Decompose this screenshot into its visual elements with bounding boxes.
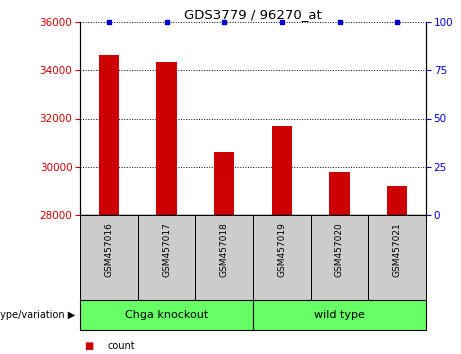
Bar [195,215,253,300]
Text: ■: ■ [85,341,94,351]
Bar [368,215,426,300]
Text: GSM457016: GSM457016 [104,222,113,277]
Text: GSM457020: GSM457020 [335,222,344,276]
Title: GDS3779 / 96270_at: GDS3779 / 96270_at [184,8,322,21]
Bar [214,152,234,215]
Text: GSM457021: GSM457021 [393,222,402,276]
Bar [138,215,195,300]
Bar [387,186,407,215]
Bar [311,215,368,300]
Bar [156,62,177,215]
Text: GSM457019: GSM457019 [278,222,286,277]
Text: GSM457017: GSM457017 [162,222,171,277]
Bar [80,215,138,300]
Bar [253,215,311,300]
Text: wild type: wild type [314,310,365,320]
Text: genotype/variation ▶: genotype/variation ▶ [0,310,76,320]
Bar [253,300,426,330]
Bar [272,126,292,215]
Bar [330,172,349,215]
Bar [80,300,253,330]
Bar [99,55,119,215]
Text: count: count [108,341,135,351]
Text: GSM457018: GSM457018 [220,222,229,277]
Text: Chga knockout: Chga knockout [125,310,208,320]
